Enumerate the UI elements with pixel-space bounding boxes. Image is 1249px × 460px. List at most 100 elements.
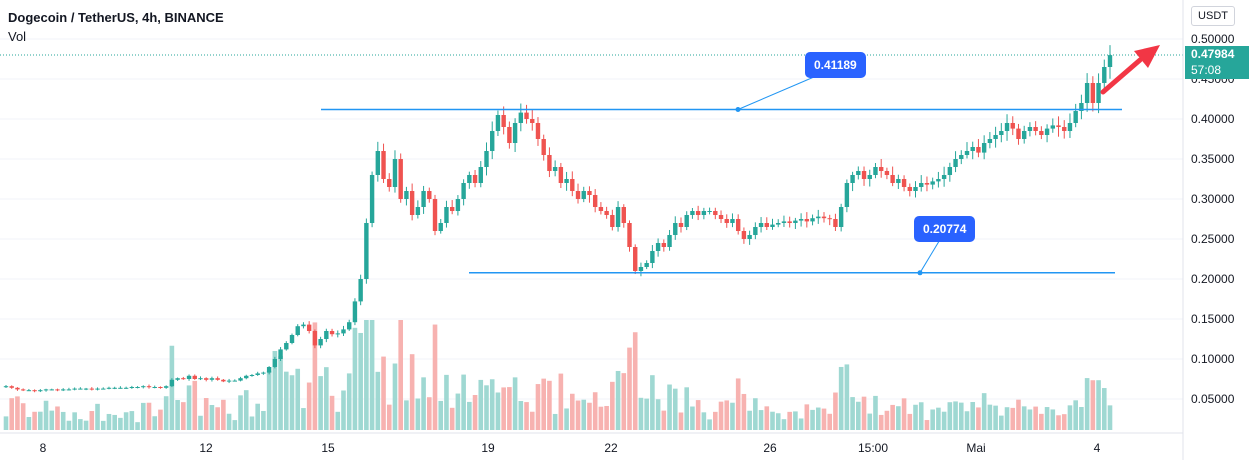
candle-body bbox=[221, 379, 226, 382]
volume-bar bbox=[552, 413, 558, 430]
candle-body bbox=[987, 139, 993, 143]
time-tick-label: 12 bbox=[199, 441, 213, 455]
time-tick-label: 4 bbox=[1094, 441, 1101, 455]
candle-body bbox=[907, 187, 912, 191]
volume-bar bbox=[970, 401, 976, 430]
volume-bar bbox=[918, 402, 924, 430]
candle-body bbox=[478, 167, 483, 183]
candle-body bbox=[1107, 55, 1113, 67]
candle-body bbox=[501, 115, 506, 127]
candle-body bbox=[970, 147, 975, 151]
volume-bar bbox=[672, 388, 678, 430]
candle-body bbox=[621, 207, 626, 223]
volume-bar bbox=[426, 397, 432, 430]
candle-body bbox=[181, 378, 186, 380]
candle-body bbox=[570, 179, 575, 191]
volume-bar bbox=[346, 373, 352, 430]
candle-body bbox=[324, 331, 329, 339]
volume-bar bbox=[232, 420, 238, 430]
volume-bar bbox=[43, 400, 49, 430]
candle-body bbox=[650, 251, 655, 263]
candle-body bbox=[409, 191, 415, 215]
volume-bar bbox=[999, 415, 1004, 430]
volume-bar bbox=[884, 410, 890, 430]
time-axis[interactable]: 8 12 15 19 22 26 15:00 Mai 4 bbox=[0, 432, 1183, 455]
volume-bar bbox=[146, 402, 152, 430]
volume-bar bbox=[1073, 400, 1078, 430]
candle-body bbox=[816, 216, 821, 219]
symbol-title[interactable]: Dogecoin / TetherUS, 4h, BINANCE bbox=[8, 10, 224, 25]
candle-body bbox=[66, 389, 72, 391]
volume-bar bbox=[495, 392, 501, 430]
volume-bar bbox=[787, 411, 792, 430]
volume-bar bbox=[49, 410, 55, 430]
volume-bar bbox=[1101, 388, 1107, 430]
candle-body bbox=[587, 191, 592, 195]
candle-body bbox=[123, 387, 129, 389]
trend-arrow-shaft[interactable] bbox=[1100, 57, 1143, 95]
candle-body bbox=[707, 211, 712, 212]
candle-body bbox=[535, 123, 541, 139]
candle-body bbox=[592, 195, 598, 207]
volume-bar bbox=[735, 378, 741, 430]
drawing-overlays[interactable] bbox=[0, 45, 1183, 276]
candle-body bbox=[758, 223, 764, 227]
volume-bar bbox=[993, 405, 998, 430]
volume-bar bbox=[873, 395, 878, 430]
volume-bar bbox=[324, 367, 329, 430]
candle-body bbox=[238, 378, 243, 381]
volume-bar bbox=[215, 407, 220, 430]
candle-body bbox=[547, 155, 552, 171]
volume-bar bbox=[32, 411, 37, 430]
volume-bar bbox=[518, 401, 524, 430]
candle-body bbox=[169, 379, 175, 387]
volume-bar bbox=[981, 393, 987, 430]
volume-bar bbox=[158, 409, 163, 430]
candle-body bbox=[15, 387, 20, 390]
candle-body bbox=[72, 388, 77, 390]
volume-bar bbox=[598, 406, 604, 430]
candle-body bbox=[32, 390, 37, 392]
candle-body bbox=[936, 179, 941, 182]
candle-body bbox=[284, 343, 289, 350]
volume-bar bbox=[953, 401, 958, 430]
support-callout[interactable]: 0.20774 bbox=[914, 216, 976, 242]
resistance-callout[interactable]: 0.41189 bbox=[805, 52, 866, 78]
volume-bar bbox=[358, 332, 363, 430]
candle-body bbox=[821, 216, 827, 219]
volume-bar bbox=[112, 414, 117, 430]
candle-body bbox=[1010, 123, 1015, 129]
candle-body bbox=[530, 119, 535, 123]
volume-bar bbox=[15, 396, 20, 430]
candle-body bbox=[610, 215, 615, 227]
volume-bar bbox=[621, 373, 627, 430]
volume-bar bbox=[175, 400, 180, 430]
candle-body bbox=[198, 378, 203, 380]
volume-bar bbox=[278, 355, 283, 430]
candle-body bbox=[776, 223, 781, 225]
volume-bar bbox=[38, 411, 43, 430]
volume-bar bbox=[455, 393, 461, 430]
currency-badge[interactable]: USDT bbox=[1191, 6, 1235, 26]
candle-body bbox=[432, 199, 438, 231]
volume-bar bbox=[844, 364, 850, 430]
volume-bar bbox=[678, 412, 684, 430]
volume-bar bbox=[901, 398, 907, 430]
candle-body bbox=[724, 219, 729, 223]
candle-body bbox=[38, 390, 43, 392]
anchor-point[interactable] bbox=[735, 106, 741, 112]
volume-bar bbox=[140, 402, 146, 430]
candle-body bbox=[369, 175, 375, 223]
candle-body bbox=[83, 388, 89, 390]
volume-bar bbox=[1039, 413, 1044, 430]
anchor-point[interactable] bbox=[917, 270, 923, 276]
candle-body bbox=[673, 223, 678, 235]
volume-bar bbox=[512, 377, 518, 430]
volume-legend-label[interactable]: Vol bbox=[8, 29, 27, 44]
volume-bar bbox=[758, 410, 764, 430]
candle-body bbox=[947, 167, 953, 175]
candle-body bbox=[55, 389, 60, 391]
price-axis[interactable]: 0.500000.450000.400000.350000.300000.250… bbox=[1182, 0, 1235, 460]
candle-body bbox=[472, 175, 478, 183]
